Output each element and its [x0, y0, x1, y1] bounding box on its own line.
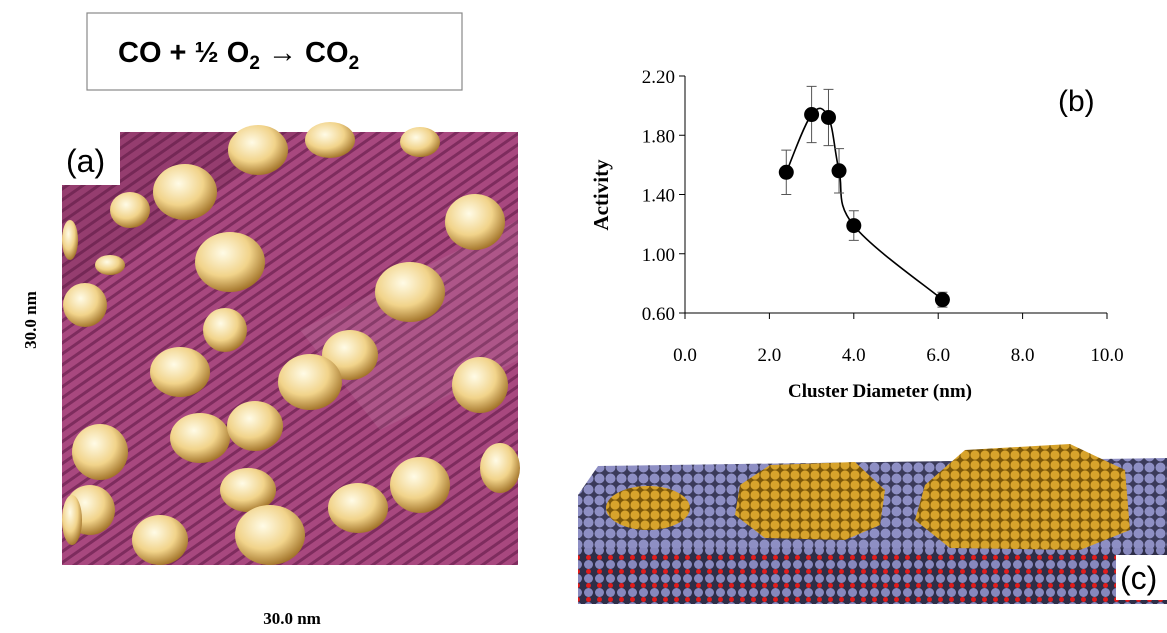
cluster [195, 232, 265, 292]
cluster [328, 483, 388, 533]
data-point [832, 163, 847, 178]
cluster [62, 495, 82, 545]
x-axis-title: Cluster Diameter (nm) [788, 381, 972, 402]
cluster [72, 424, 128, 480]
cluster [153, 164, 217, 220]
y-scale-label: 30.0 nm [21, 291, 40, 349]
equation: CO + ½ O2 → CO2 [118, 37, 359, 74]
panel-label: (c) [1120, 560, 1157, 596]
x-tick-label: 0.0 [673, 345, 697, 366]
x-tick-label: 4.0 [842, 345, 866, 366]
chart: (b) Cluster Diameter (nm) Activity 0.60 1… [589, 67, 1124, 402]
y-tick-label: 0.60 [642, 304, 675, 325]
x-tick-label: 8.0 [1011, 345, 1035, 366]
cluster [228, 125, 288, 175]
cluster [375, 262, 445, 322]
cluster [480, 443, 520, 493]
cluster [445, 194, 505, 250]
cluster [390, 457, 450, 513]
y-tick-label: 2.20 [642, 67, 675, 88]
y-tick-label: 1.40 [642, 186, 675, 207]
y-tick-label: 1.80 [642, 126, 675, 147]
panel-label: (b) [1058, 85, 1095, 118]
model-image [578, 444, 1167, 604]
data-point [846, 218, 861, 233]
cluster [400, 127, 440, 157]
cluster [278, 354, 342, 410]
cluster [63, 283, 107, 327]
x-tick-label: 6.0 [926, 345, 950, 366]
cluster [203, 308, 247, 352]
cluster [227, 401, 283, 451]
data-point [935, 292, 950, 307]
x-tick-label: 10.0 [1090, 345, 1123, 366]
cluster [452, 357, 508, 413]
cluster [132, 515, 188, 565]
cluster [62, 220, 78, 260]
stm-image [62, 122, 520, 565]
x-tick-label: 2.0 [758, 345, 782, 366]
cluster [305, 122, 355, 158]
cluster [110, 192, 150, 228]
data-point [779, 165, 794, 180]
data-point [804, 107, 819, 122]
y-axis-title: Activity [589, 159, 613, 231]
y-tick-label: 1.00 [642, 245, 675, 266]
data-point [821, 110, 836, 125]
cluster [95, 255, 125, 275]
x-scale-label: 30.0 nm [263, 609, 321, 628]
cluster [235, 505, 305, 565]
cluster [170, 413, 230, 463]
figure: CO + ½ O2 → CO2 (a) 30.0 nm 30.0 nm (c) … [0, 0, 1167, 633]
cluster [150, 347, 210, 397]
panel-label: (a) [66, 143, 105, 179]
data-line [786, 108, 942, 299]
